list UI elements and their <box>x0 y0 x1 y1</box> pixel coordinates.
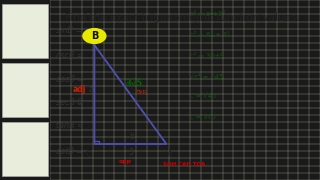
Text: cosB =: cosB = <box>56 75 84 84</box>
Text: tanB =: tanB = <box>56 122 84 130</box>
Text: hyp: hyp <box>135 89 147 94</box>
FancyBboxPatch shape <box>2 4 48 58</box>
Text: A: A <box>167 150 173 159</box>
FancyBboxPatch shape <box>2 63 48 117</box>
Text: Find the exact trigonometric function values.: Find the exact trigonometric function va… <box>65 13 300 23</box>
Text: SOH CAH TOA: SOH CAH TOA <box>163 162 205 167</box>
Text: b: b <box>129 132 134 141</box>
Text: cscB =: cscB = <box>56 51 84 60</box>
FancyBboxPatch shape <box>2 122 48 176</box>
Text: c = 3√5: c = 3√5 <box>190 115 216 121</box>
Text: 3√5: 3√5 <box>126 79 143 88</box>
Text: B: B <box>91 31 98 41</box>
Text: adj: adj <box>73 86 86 94</box>
Ellipse shape <box>82 28 107 44</box>
Text: c² = 6² + 3²: c² = 6² + 3² <box>190 32 230 38</box>
Text: a: a <box>89 86 93 94</box>
Text: 3: 3 <box>129 148 134 157</box>
Text: √c² = √45: √c² = √45 <box>190 73 224 80</box>
Text: 6: 6 <box>77 98 82 107</box>
Text: C: C <box>86 150 92 159</box>
Text: sinB =: sinB = <box>56 26 82 35</box>
Text: cotB =: cotB = <box>56 147 83 156</box>
Text: c: c <box>125 81 129 87</box>
Text: c² = 36+9: c² = 36+9 <box>190 53 225 59</box>
Text: c² = a²+b²: c² = a²+b² <box>190 11 226 17</box>
Text: c = √45: c = √45 <box>190 94 217 100</box>
Text: opp: opp <box>118 159 131 165</box>
Text: secB =: secB = <box>56 98 84 107</box>
